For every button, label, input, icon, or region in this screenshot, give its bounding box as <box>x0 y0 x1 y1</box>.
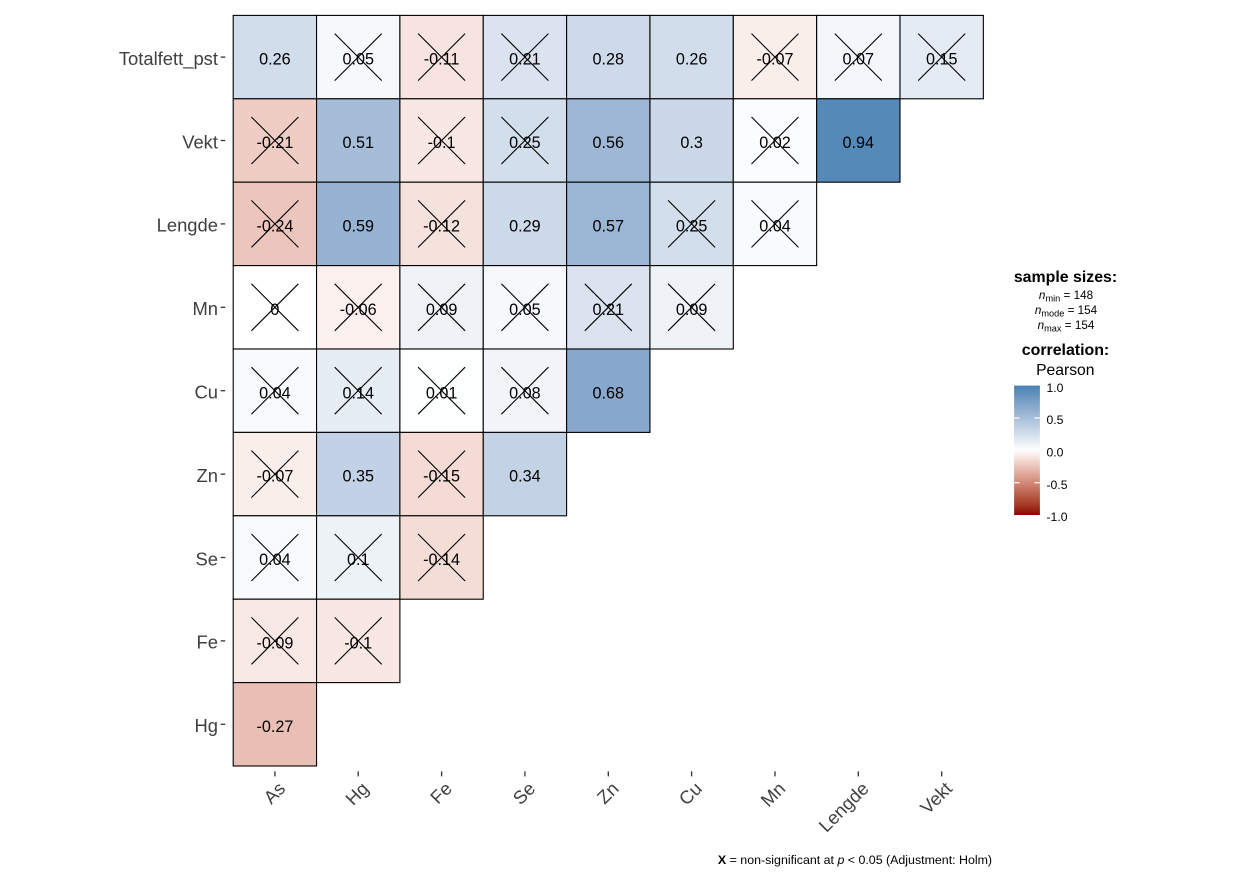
svg-text:0.26: 0.26 <box>259 51 291 69</box>
svg-text:sample sizes:: sample sizes: <box>1014 269 1117 286</box>
svg-text:0.25: 0.25 <box>509 134 541 152</box>
svg-text:0.15: 0.15 <box>926 51 958 69</box>
svg-text:-0.12: -0.12 <box>423 218 460 236</box>
svg-text:Hg: Hg <box>194 715 218 736</box>
svg-text:0.04: 0.04 <box>259 384 291 402</box>
svg-text:-0.1: -0.1 <box>344 635 372 653</box>
svg-text:Mn: Mn <box>192 298 218 319</box>
svg-text:-0.14: -0.14 <box>423 551 460 569</box>
svg-text:0.56: 0.56 <box>593 134 625 152</box>
svg-text:0.57: 0.57 <box>593 218 625 236</box>
svg-text:0.08: 0.08 <box>509 384 541 402</box>
svg-text:0.51: 0.51 <box>342 134 374 152</box>
svg-text:0.26: 0.26 <box>676 51 708 69</box>
svg-text:Se: Se <box>196 548 219 569</box>
svg-text:0.21: 0.21 <box>509 51 541 69</box>
svg-text:0.25: 0.25 <box>676 218 708 236</box>
svg-text:Cu: Cu <box>194 382 218 403</box>
svg-text:0.5: 0.5 <box>1047 413 1064 427</box>
svg-text:-1.0: -1.0 <box>1047 510 1068 524</box>
svg-text:0.59: 0.59 <box>342 218 374 236</box>
svg-text:Vekt: Vekt <box>182 131 218 152</box>
svg-text:0.04: 0.04 <box>259 551 291 569</box>
svg-text:Totalfett_pst: Totalfett_pst <box>119 48 218 70</box>
svg-text:0.21: 0.21 <box>593 301 625 319</box>
svg-text:nmin = 148: nmin = 148 <box>1039 289 1093 304</box>
svg-text:-0.06: -0.06 <box>340 301 377 319</box>
svg-text:0.04: 0.04 <box>759 218 791 236</box>
svg-text:-0.09: -0.09 <box>256 635 293 653</box>
svg-text:-0.27: -0.27 <box>256 718 293 736</box>
svg-text:0.05: 0.05 <box>342 51 374 69</box>
svg-text:Fe: Fe <box>197 632 218 653</box>
svg-text:-0.24: -0.24 <box>256 218 293 236</box>
svg-text:-0.21: -0.21 <box>256 134 293 152</box>
svg-text:0.01: 0.01 <box>426 384 458 402</box>
svg-text:-0.1: -0.1 <box>428 134 456 152</box>
svg-text:correlation:: correlation: <box>1022 342 1109 359</box>
svg-text:0.68: 0.68 <box>593 384 625 402</box>
svg-text:0.05: 0.05 <box>509 301 541 319</box>
svg-text:0.1: 0.1 <box>347 551 370 569</box>
svg-text:0: 0 <box>270 301 279 319</box>
svg-text:nmode = 154: nmode = 154 <box>1035 304 1098 319</box>
svg-text:0.0: 0.0 <box>1047 446 1064 460</box>
svg-text:0.07: 0.07 <box>843 51 875 69</box>
svg-text:X = non-significant at p < 0.0: X = non-significant at p < 0.05 (Adjustm… <box>718 853 992 867</box>
svg-text:0.29: 0.29 <box>509 218 541 236</box>
svg-text:0.09: 0.09 <box>426 301 458 319</box>
svg-text:0.02: 0.02 <box>759 134 791 152</box>
svg-text:1.0: 1.0 <box>1047 381 1064 395</box>
svg-text:0.34: 0.34 <box>509 468 541 486</box>
svg-text:0.14: 0.14 <box>342 384 374 402</box>
svg-text:Lengde: Lengde <box>157 215 218 236</box>
svg-text:Pearson: Pearson <box>1036 362 1094 379</box>
svg-text:0.35: 0.35 <box>342 468 374 486</box>
svg-text:0.3: 0.3 <box>680 134 703 152</box>
svg-text:0.28: 0.28 <box>593 51 625 69</box>
svg-text:0.94: 0.94 <box>843 134 875 152</box>
svg-text:-0.5: -0.5 <box>1047 478 1068 492</box>
svg-text:-0.07: -0.07 <box>256 468 293 486</box>
svg-text:nmax = 154: nmax = 154 <box>1038 319 1095 334</box>
svg-text:-0.11: -0.11 <box>424 51 460 69</box>
svg-text:Zn: Zn <box>197 465 218 486</box>
svg-text:-0.07: -0.07 <box>757 51 794 69</box>
svg-text:0.09: 0.09 <box>676 301 708 319</box>
svg-text:-0.15: -0.15 <box>423 468 460 486</box>
